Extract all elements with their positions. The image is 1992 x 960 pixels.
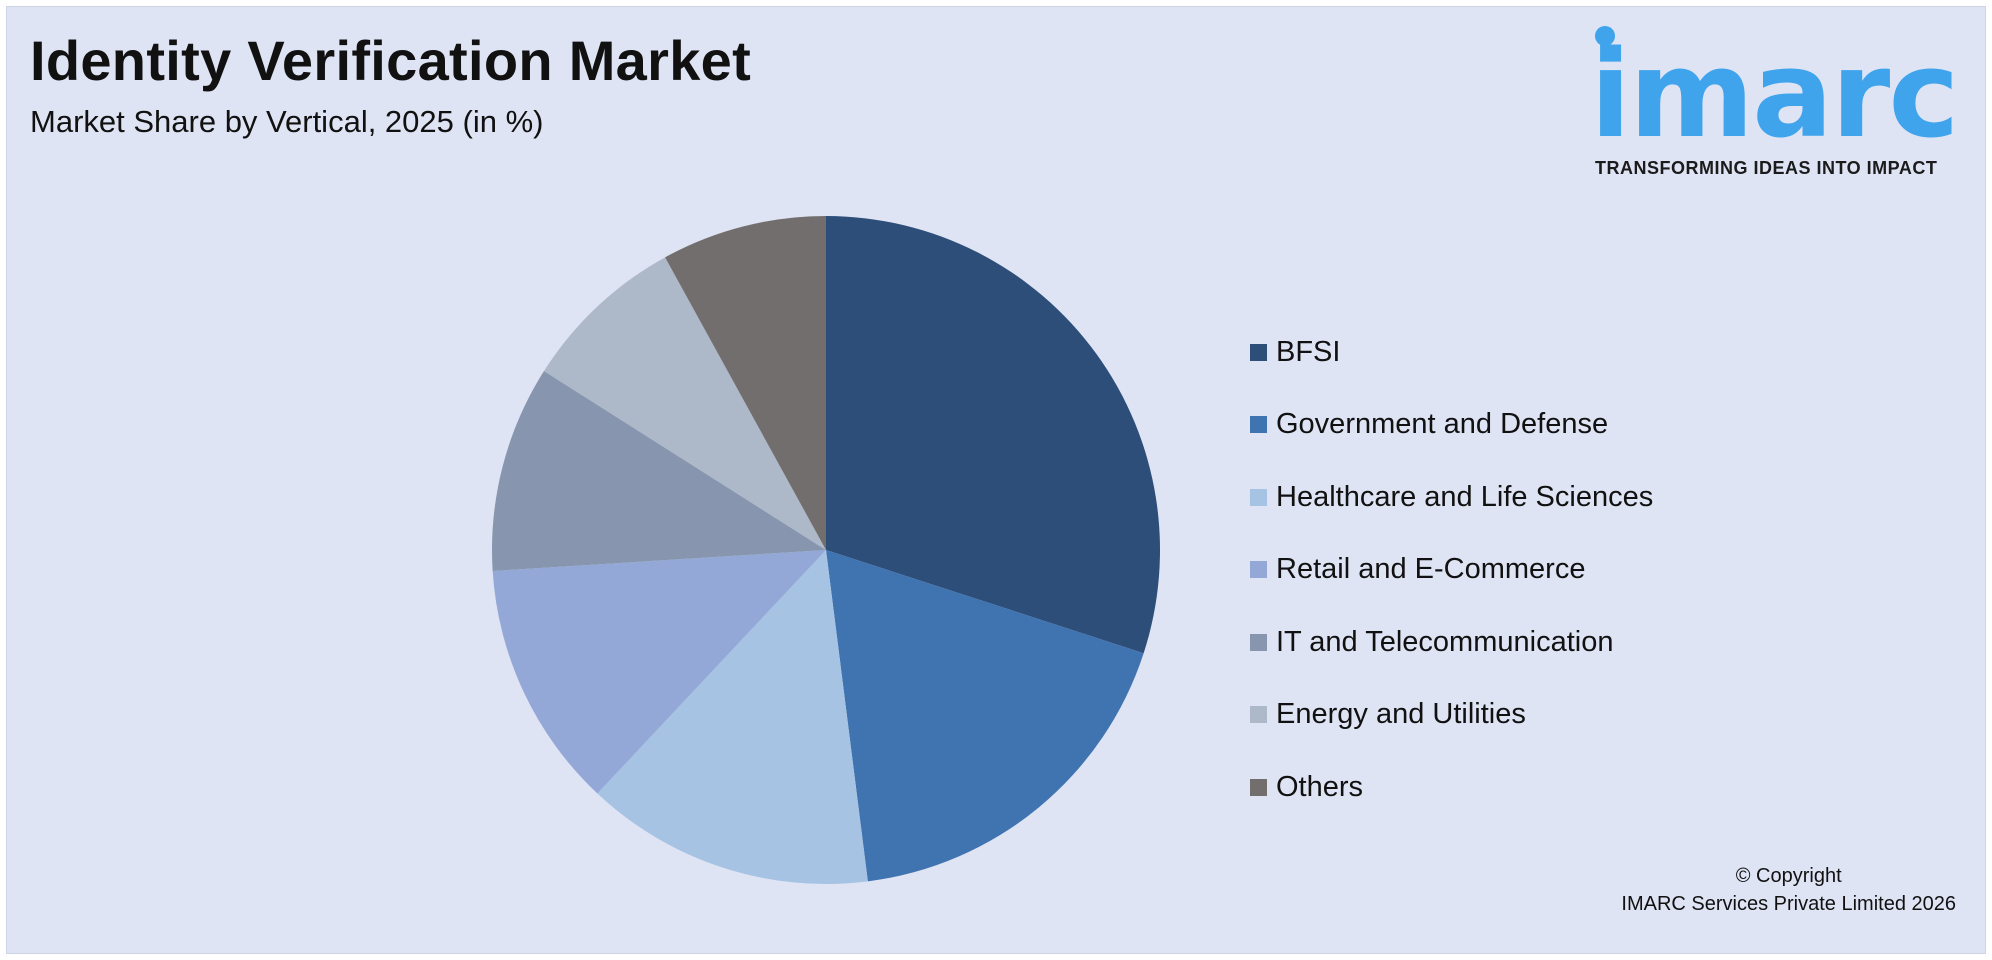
logo-tagline: TRANSFORMING IDEAS INTO IMPACT xyxy=(1595,158,1938,178)
legend-swatch xyxy=(1250,706,1267,724)
chart-title: Identity Verification Market xyxy=(30,29,752,92)
legend-swatch xyxy=(1250,343,1267,361)
legend-swatch xyxy=(1250,488,1267,506)
legend-item-bfsi: BFSI xyxy=(1250,316,1653,389)
copyright-line-2: IMARC Services Private Limited 2026 xyxy=(1621,893,1956,915)
legend-item-others: Others xyxy=(1250,751,1653,824)
legend-label: BFSI xyxy=(1276,335,1341,368)
legend-label: Government and Defense xyxy=(1276,408,1609,441)
legend-item-energy-and-utilities: Energy and Utilities xyxy=(1250,679,1653,752)
logo-wordmark: imarc xyxy=(1590,26,1959,165)
legend-label: Energy and Utilities xyxy=(1276,698,1526,731)
legend-label: IT and Telecommunication xyxy=(1276,625,1614,658)
legend-item-it-and-telecommunication: IT and Telecommunication xyxy=(1250,606,1653,679)
copyright-line-1: © Copyright xyxy=(1735,865,1842,887)
imarc-logo: imarc TRANSFORMING IDEAS INTO IMPACT xyxy=(1590,22,1970,182)
legend-swatch xyxy=(1250,416,1267,434)
logo-dot-icon xyxy=(1595,26,1615,46)
pie-slice-bfsi xyxy=(826,216,1160,654)
pie-slice-energy-and-utilities xyxy=(543,257,826,550)
legend-swatch xyxy=(1250,633,1267,651)
legend-item-healthcare-and-life-sciences: Healthcare and Life Sciences xyxy=(1250,461,1653,534)
legend-label: Retail and E-Commerce xyxy=(1276,553,1586,586)
legend-item-retail-and-e-commerce: Retail and E-Commerce xyxy=(1250,534,1653,607)
pie-slice-retail-and-e-commerce xyxy=(492,550,826,794)
pie-slice-it-and-telecommunication xyxy=(491,371,826,571)
legend-label: Others xyxy=(1276,770,1364,803)
chart-legend: BFSI Government and Defense Healthcare and… xyxy=(1250,316,1653,824)
pie-slice-government-and-defense xyxy=(826,550,1144,882)
legend-swatch xyxy=(1250,561,1267,579)
pie-slice-others xyxy=(665,216,826,550)
legend-item-government-and-defense: Government and Defense xyxy=(1250,389,1653,462)
pie-slice-healthcare-and-life-sciences xyxy=(597,550,868,884)
legend-swatch xyxy=(1250,778,1267,796)
legend-label: Healthcare and Life Sciences xyxy=(1276,480,1654,513)
chart-subtitle: Market Share by Vertical, 2025 (in %) xyxy=(30,104,544,139)
copyright-notice: © Copyright IMARC Services Private Limit… xyxy=(1621,862,1956,918)
